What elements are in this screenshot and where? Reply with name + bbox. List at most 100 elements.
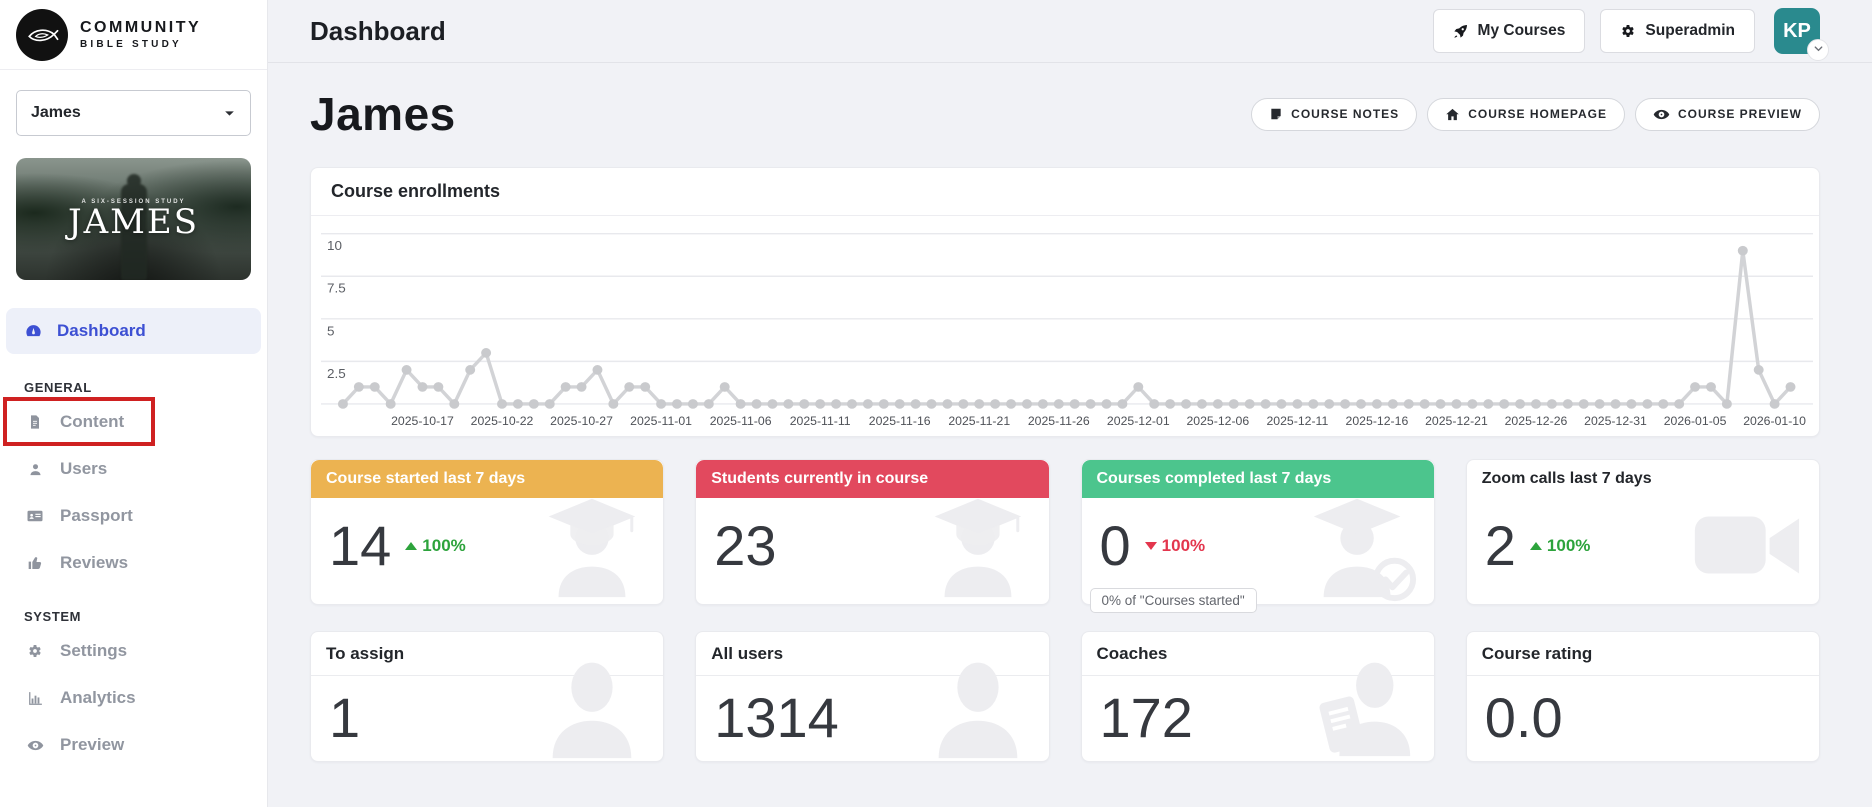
chevron-down-icon (1813, 41, 1824, 59)
id-card-icon (26, 507, 44, 525)
sidebar-item-label: Analytics (60, 688, 136, 707)
svg-text:2025-12-06: 2025-12-06 (1186, 414, 1249, 428)
delta-value: 100% (422, 536, 466, 555)
sidebar-item-users[interactable]: Users (0, 449, 267, 489)
course-homepage-button[interactable]: COURSE HOMEPAGE (1427, 97, 1625, 131)
stat-card-value: 0.0 (1484, 686, 1563, 749)
brand-line1: COMMUNITY (80, 19, 202, 36)
sidebar-item-label: Passport (60, 506, 133, 525)
main-content: James COURSE NOTES COURSE HOMEPAGE COURS… (268, 63, 1872, 807)
stat-card-course-rating: Course rating 0.0 (1465, 631, 1820, 762)
pill-label: COURSE PREVIEW (1677, 107, 1802, 121)
stat-card-value: 23 (714, 514, 777, 577)
svg-text:2025-10-27: 2025-10-27 (550, 414, 613, 428)
svg-text:2026-01-05: 2026-01-05 (1664, 414, 1727, 428)
course-enrollments-card: Course enrollments 2.5 5 7.5 10 2025-10-17 20… (310, 167, 1820, 437)
stat-card-title: Coaches (1081, 632, 1434, 676)
brand: COMMUNITY BIBLE STUDY (0, 0, 267, 70)
sidebar-item-settings[interactable]: Settings (0, 631, 267, 671)
course-select[interactable]: James (16, 90, 251, 136)
sidebar-item-passport[interactable]: Passport (0, 496, 267, 536)
delta-down: 100% (1144, 536, 1206, 556)
stat-card-title: Course rating (1466, 632, 1819, 676)
stat-card-note: 0% of "Courses started" (1089, 588, 1257, 613)
stat-card-value: 1 (329, 686, 361, 749)
svg-text:2025-11-11: 2025-11-11 (790, 414, 851, 428)
svg-text:2025-11-26: 2025-11-26 (1028, 414, 1090, 428)
home-icon (1445, 107, 1460, 122)
sidebar-section-label: GENERAL (24, 380, 92, 395)
chart-title: Course enrollments (311, 168, 1819, 216)
course-select-value: James (31, 104, 81, 121)
superadmin-label: Superadmin (1645, 22, 1735, 39)
delta-value: 100% (1161, 536, 1206, 555)
stat-card-courses-completed-last-7-days: Courses completed last 7 days 0 100% 0% … (1080, 459, 1435, 613)
svg-text:2025-11-21: 2025-11-21 (948, 414, 1010, 428)
svg-text:2025-11-16: 2025-11-16 (869, 414, 931, 428)
sidebar-item-dashboard[interactable]: Dashboard (6, 308, 261, 354)
stat-card-value: 0 (1099, 514, 1131, 577)
svg-text:2025-11-01: 2025-11-01 (630, 414, 692, 428)
stat-card-students-currently-in-course: Students currently in course 23 (695, 459, 1050, 605)
sidebar-section-label: SYSTEM (24, 609, 82, 624)
sidebar-item-content[interactable]: Content (0, 397, 267, 446)
user-icon (26, 462, 44, 477)
sidebar-item-label: Reviews (60, 553, 129, 572)
eye-icon (26, 737, 44, 754)
gear-icon (1620, 23, 1636, 39)
sidebar-section: SYSTEM Settings Analytics Preview (0, 609, 267, 765)
svg-text:2025-12-26: 2025-12-26 (1505, 414, 1568, 428)
stat-card-title: Course started last 7 days (311, 460, 664, 498)
svg-text:2025-12-11: 2025-12-11 (1266, 414, 1328, 428)
svg-text:2.5: 2.5 (327, 366, 346, 381)
svg-text:2025-12-31: 2025-12-31 (1584, 414, 1647, 428)
svg-text:5: 5 (327, 323, 334, 338)
my-courses-button[interactable]: My Courses (1432, 9, 1586, 53)
stat-card-to-assign: To assign 1 (310, 631, 665, 762)
brand-fish-logo-icon (16, 8, 68, 61)
sidebar-item-preview[interactable]: Preview (0, 725, 267, 765)
course-preview-button[interactable]: COURSE PREVIEW (1634, 97, 1820, 131)
chevron-down-icon (223, 107, 236, 120)
course-notes-button[interactable]: COURSE NOTES (1251, 97, 1418, 131)
stat-card-course-started-last-7-days: Course started last 7 days 14 100% (310, 459, 665, 605)
sidebar-item-reviews[interactable]: Reviews (0, 543, 267, 583)
note-icon (1269, 107, 1283, 121)
rocket-icon (1453, 23, 1469, 39)
svg-text:2025-12-01: 2025-12-01 (1107, 414, 1170, 428)
sidebar-item-label: Preview (60, 735, 125, 754)
sidebar-item-label: Users (60, 459, 108, 478)
pill-label: COURSE NOTES (1291, 107, 1400, 121)
superadmin-button[interactable]: Superadmin (1600, 9, 1755, 53)
my-courses-label: My Courses (1477, 22, 1566, 39)
triangle-up-icon (1529, 542, 1542, 550)
sidebar-item-analytics[interactable]: Analytics (0, 678, 267, 718)
stat-card-value: 2 (1484, 514, 1516, 577)
delta-value: 100% (1546, 536, 1591, 555)
stat-card-title: Courses completed last 7 days (1081, 460, 1434, 498)
topbar: Dashboard My Courses Superadmin KP (268, 0, 1872, 63)
delta-up: 100% (405, 536, 466, 556)
stat-card-value: 1314 (714, 686, 839, 749)
course-heading: James (310, 88, 456, 140)
speedometer-icon (24, 322, 43, 341)
gear-icon (26, 643, 44, 659)
sidebar-item-label: Settings (60, 641, 128, 660)
triangle-down-icon (1144, 542, 1157, 550)
stat-card-value: 14 (329, 514, 392, 577)
course-cover-image: A SIX-SESSION STUDY JAMES (16, 158, 251, 280)
page-title: Dashboard (310, 15, 446, 46)
svg-text:2025-11-06: 2025-11-06 (710, 414, 772, 428)
triangle-up-icon (405, 542, 418, 550)
course-cover-title: JAMES (67, 202, 200, 242)
stat-card-title: Zoom calls last 7 days (1481, 470, 1652, 487)
thumbs-up-icon (26, 555, 44, 571)
svg-text:2025-10-22: 2025-10-22 (471, 414, 534, 428)
svg-text:2025-12-21: 2025-12-21 (1425, 414, 1488, 428)
avatar-menu-chevron[interactable] (1807, 39, 1829, 61)
svg-text:7.5: 7.5 (327, 281, 346, 296)
sidebar: COMMUNITY BIBLE STUDY James A SIX-SESSIO… (0, 0, 268, 807)
stat-card-title: All users (696, 632, 1049, 676)
eye-icon (1653, 106, 1670, 123)
svg-text:2025-12-16: 2025-12-16 (1346, 414, 1409, 428)
